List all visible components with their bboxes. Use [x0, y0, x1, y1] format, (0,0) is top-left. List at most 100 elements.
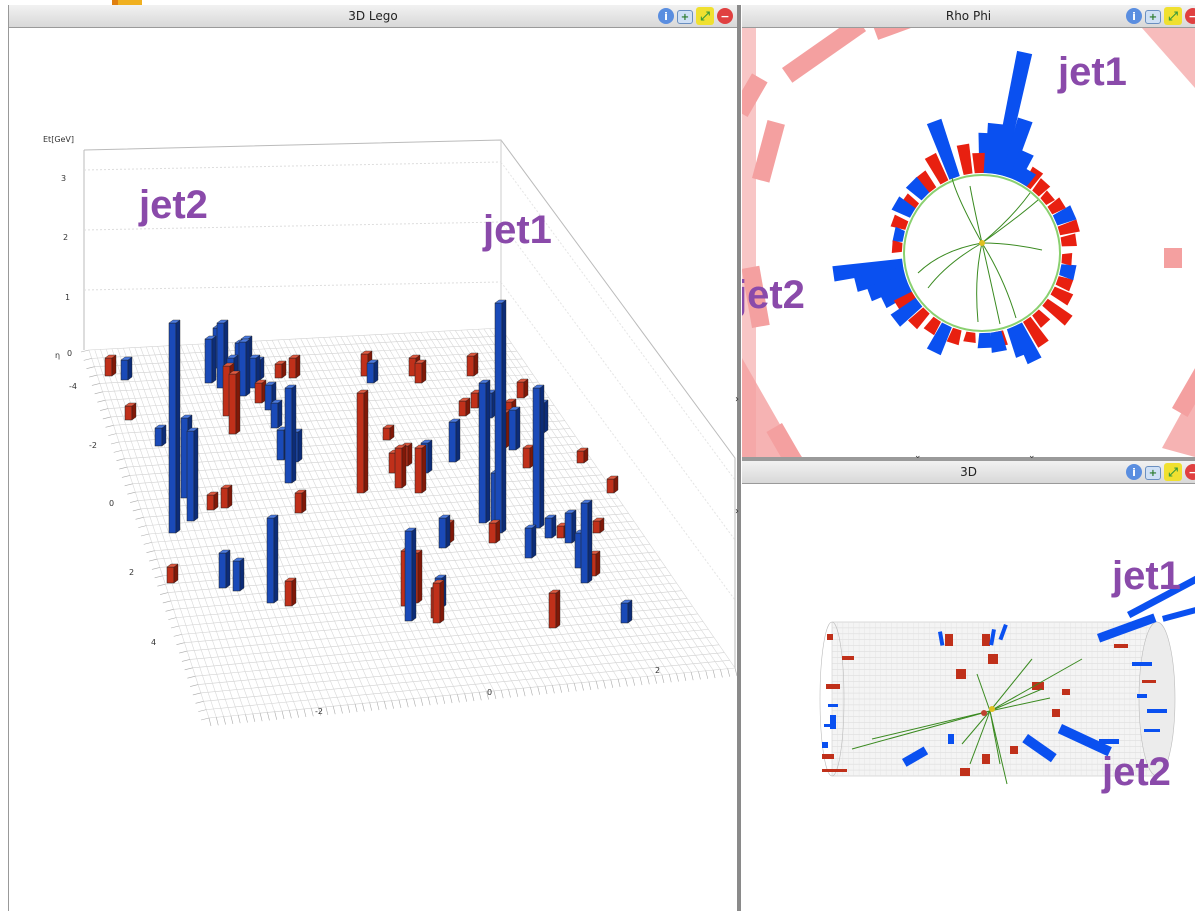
new-window-icon[interactable]: +	[1145, 466, 1161, 480]
lego-tower-face	[294, 492, 303, 514]
lego-tick	[135, 516, 144, 520]
lego-tick	[318, 707, 321, 716]
lego-tower-face	[556, 525, 565, 539]
v3d-track	[989, 688, 1043, 712]
lego-floor-gridline	[220, 342, 378, 703]
splitter-arrow-icon-2[interactable]: ›	[735, 506, 739, 517]
lego-tower-top	[508, 406, 521, 411]
close-icon[interactable]: −	[1185, 464, 1195, 480]
lego-view-panel[interactable]: 3D Lego i + ⤢ − Et[GeV] 3 2 1 0 η -4 -2 …	[8, 5, 737, 911]
lego-tick	[116, 458, 125, 462]
v3d-tower	[1062, 689, 1070, 695]
lego-tower-top	[168, 319, 181, 324]
horizontal-splitter[interactable]	[742, 457, 1195, 461]
lego-tower-side	[421, 444, 427, 494]
lego-tower	[432, 579, 445, 624]
lego-tick	[325, 706, 329, 715]
lego-tick	[105, 424, 114, 428]
lego-tower-side	[373, 359, 379, 384]
rhophi-track	[981, 192, 1031, 244]
v3d-tower	[1162, 606, 1195, 622]
rhophi-tower	[926, 118, 960, 180]
rhophi-tower	[956, 143, 973, 175]
lego-tick	[340, 705, 343, 714]
lego-tower	[576, 447, 589, 464]
lego-canvas[interactable]: Et[GeV] 3 2 1 0 η -4 -2 0 2 4 -2 0 2 jet…	[9, 28, 737, 911]
splitter-down-icon-2[interactable]: ⌄	[1028, 451, 1036, 461]
rhophi-tower	[924, 152, 949, 185]
info-icon[interactable]: i	[658, 8, 674, 24]
lego-tower	[532, 384, 545, 529]
lego-tower-top	[124, 402, 137, 407]
lego-tick	[683, 672, 687, 681]
lego-tower-face	[466, 355, 475, 377]
lego-tick	[252, 713, 256, 722]
lego-floor-gridline	[409, 332, 619, 680]
lego-tick	[639, 676, 643, 686]
lego-tower-top	[254, 379, 267, 384]
new-window-icon[interactable]: +	[677, 10, 693, 24]
vertical-splitter[interactable]	[737, 5, 741, 911]
rhophi-plot	[742, 5, 1195, 457]
rhophi-tower	[977, 332, 994, 349]
rhophi-view-panel[interactable]: Rho Phi i + ⤢ − jet1 jet2	[742, 5, 1195, 457]
view3d-panel[interactable]: 3D i + ⤢ − jet1 jet2	[742, 461, 1195, 911]
eta-tick-2: 2	[129, 568, 134, 577]
lego-tower-face	[218, 552, 227, 589]
v3d-track	[961, 710, 991, 745]
info-icon[interactable]: i	[1126, 464, 1142, 480]
lego-tick	[413, 698, 416, 707]
view3d-canvas[interactable]: jet1 jet2	[742, 484, 1195, 911]
lego-floor-gridline	[420, 332, 633, 678]
lego-tower-top	[284, 577, 297, 582]
maximize-icon[interactable]: ⤢	[696, 7, 714, 25]
lego-tower	[516, 378, 529, 399]
lego-floor-gridline	[140, 347, 276, 712]
lego-tick	[110, 441, 120, 445]
splitter-down-icon[interactable]: ⌄	[914, 451, 922, 461]
lego-tick	[127, 491, 136, 495]
splitter-arrow-icon[interactable]: ›	[735, 394, 739, 405]
lego-tick	[471, 692, 475, 702]
lego-tower-top	[104, 354, 117, 359]
lego-tower-side	[627, 599, 633, 624]
lego-floor-gridline	[134, 347, 268, 713]
lego-tower	[494, 299, 507, 534]
lego-tower-side	[501, 299, 507, 534]
maximize-icon[interactable]: ⤢	[1164, 7, 1182, 25]
lego-tower-face	[516, 381, 525, 399]
lego-tower	[238, 338, 251, 397]
lego-tick	[398, 699, 402, 709]
lego-tower-top	[360, 350, 373, 355]
lego-title: 3D Lego	[348, 9, 398, 23]
lego-tick	[274, 711, 278, 720]
lego-tower-top	[166, 563, 179, 568]
lego-plot: Et[GeV] 3 2 1 0 η -4 -2 0 2 4 -2 0 2	[43, 135, 737, 727]
lego-tower-face	[168, 322, 177, 534]
v3d-tower	[1096, 613, 1157, 643]
rhophi-tower	[890, 214, 909, 230]
rhophi-jet2-label: jet2	[742, 273, 805, 317]
lego-floor-gridline	[174, 345, 319, 708]
lego-tick	[80, 349, 90, 353]
lego-tower-side	[225, 549, 231, 589]
z-tick-3: 3	[61, 174, 66, 183]
lego-tick	[661, 674, 665, 684]
lego-tick	[192, 692, 201, 696]
close-icon[interactable]: −	[1185, 8, 1195, 24]
lego-tower-top	[466, 352, 479, 357]
lego-tower-face	[438, 517, 447, 549]
lego-floor-gridline	[117, 348, 246, 715]
v3d-cylinder-end	[1138, 621, 1176, 777]
close-icon[interactable]: −	[717, 8, 733, 24]
lego-tower-face	[104, 357, 113, 377]
rhophi-canvas[interactable]: jet1 jet2	[742, 5, 1195, 457]
muon-chamber	[1162, 388, 1195, 457]
v3d-tower	[827, 634, 833, 640]
v3d-tower	[1137, 694, 1147, 698]
lego-tower-top	[206, 491, 219, 496]
view3d-jet2-label: jet2	[1102, 750, 1171, 794]
new-window-icon[interactable]: +	[1145, 10, 1161, 24]
maximize-icon[interactable]: ⤢	[1164, 463, 1182, 481]
info-icon[interactable]: i	[1126, 8, 1142, 24]
